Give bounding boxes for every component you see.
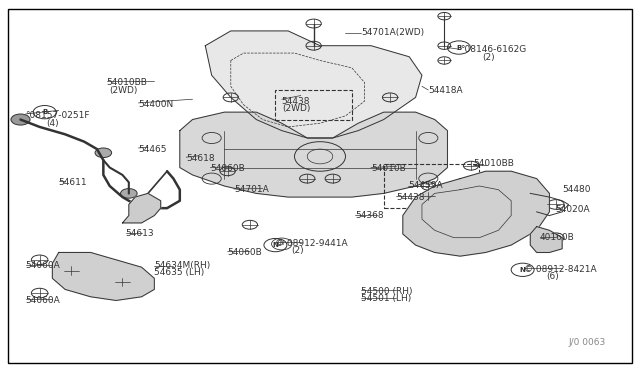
Text: (4): (4) [46,119,59,128]
Text: N: N [280,241,284,247]
Text: 54438: 54438 [282,97,310,106]
Text: 54438: 54438 [396,193,425,202]
Text: 54613: 54613 [125,230,154,238]
Text: (2WD): (2WD) [109,86,138,94]
Text: °08146-6162G: °08146-6162G [460,45,527,54]
Text: (2): (2) [483,53,495,62]
Circle shape [95,148,111,158]
Polygon shape [122,193,161,223]
Polygon shape [531,227,562,253]
Text: (2WD): (2WD) [282,104,310,113]
Text: 54618: 54618 [186,154,215,163]
Text: (6): (6) [546,272,559,281]
Text: 54611: 54611 [59,178,88,187]
Text: 54400N: 54400N [138,100,173,109]
Text: 54060A: 54060A [26,296,60,305]
Text: 54060B: 54060B [211,164,245,173]
Polygon shape [180,112,447,197]
Text: 54501 (LH): 54501 (LH) [362,294,412,303]
Polygon shape [205,31,422,138]
Text: B: B [42,109,47,115]
Text: 54459A: 54459A [408,182,443,190]
Text: 54060A: 54060A [26,261,60,270]
Text: N: N [520,267,525,273]
Text: J/0 0063: J/0 0063 [568,339,606,347]
Text: 54020A: 54020A [556,205,590,215]
Text: © 08912-8421A: © 08912-8421A [524,264,596,273]
Circle shape [33,106,56,119]
Circle shape [511,263,534,276]
Text: 54701A: 54701A [234,185,269,194]
Text: N: N [273,242,278,248]
Circle shape [264,238,287,252]
Text: © 08912-9441A: © 08912-9441A [275,239,348,248]
Text: 54500 (RH): 54500 (RH) [362,287,413,296]
Text: °08157-0251F: °08157-0251F [26,111,90,121]
Text: 40160B: 40160B [540,233,575,242]
Text: 54010BB: 54010BB [106,78,147,87]
Text: 54010B: 54010B [371,164,406,173]
Text: 54701A(2WD): 54701A(2WD) [362,28,424,37]
Text: 54635 (LH): 54635 (LH) [154,268,205,277]
Text: 54418A: 54418A [428,86,463,94]
Text: B: B [456,45,461,51]
Polygon shape [52,253,154,301]
Text: 54465: 54465 [138,145,167,154]
Circle shape [447,41,470,54]
Text: 54480: 54480 [562,185,591,194]
Circle shape [120,189,137,198]
Text: 54368: 54368 [355,211,383,220]
Text: (2): (2) [291,246,304,255]
Circle shape [11,114,30,125]
Text: 54060B: 54060B [228,248,262,257]
Polygon shape [403,171,549,256]
Text: 54634M(RH): 54634M(RH) [154,261,211,270]
Text: 54010BB: 54010BB [473,159,514,169]
